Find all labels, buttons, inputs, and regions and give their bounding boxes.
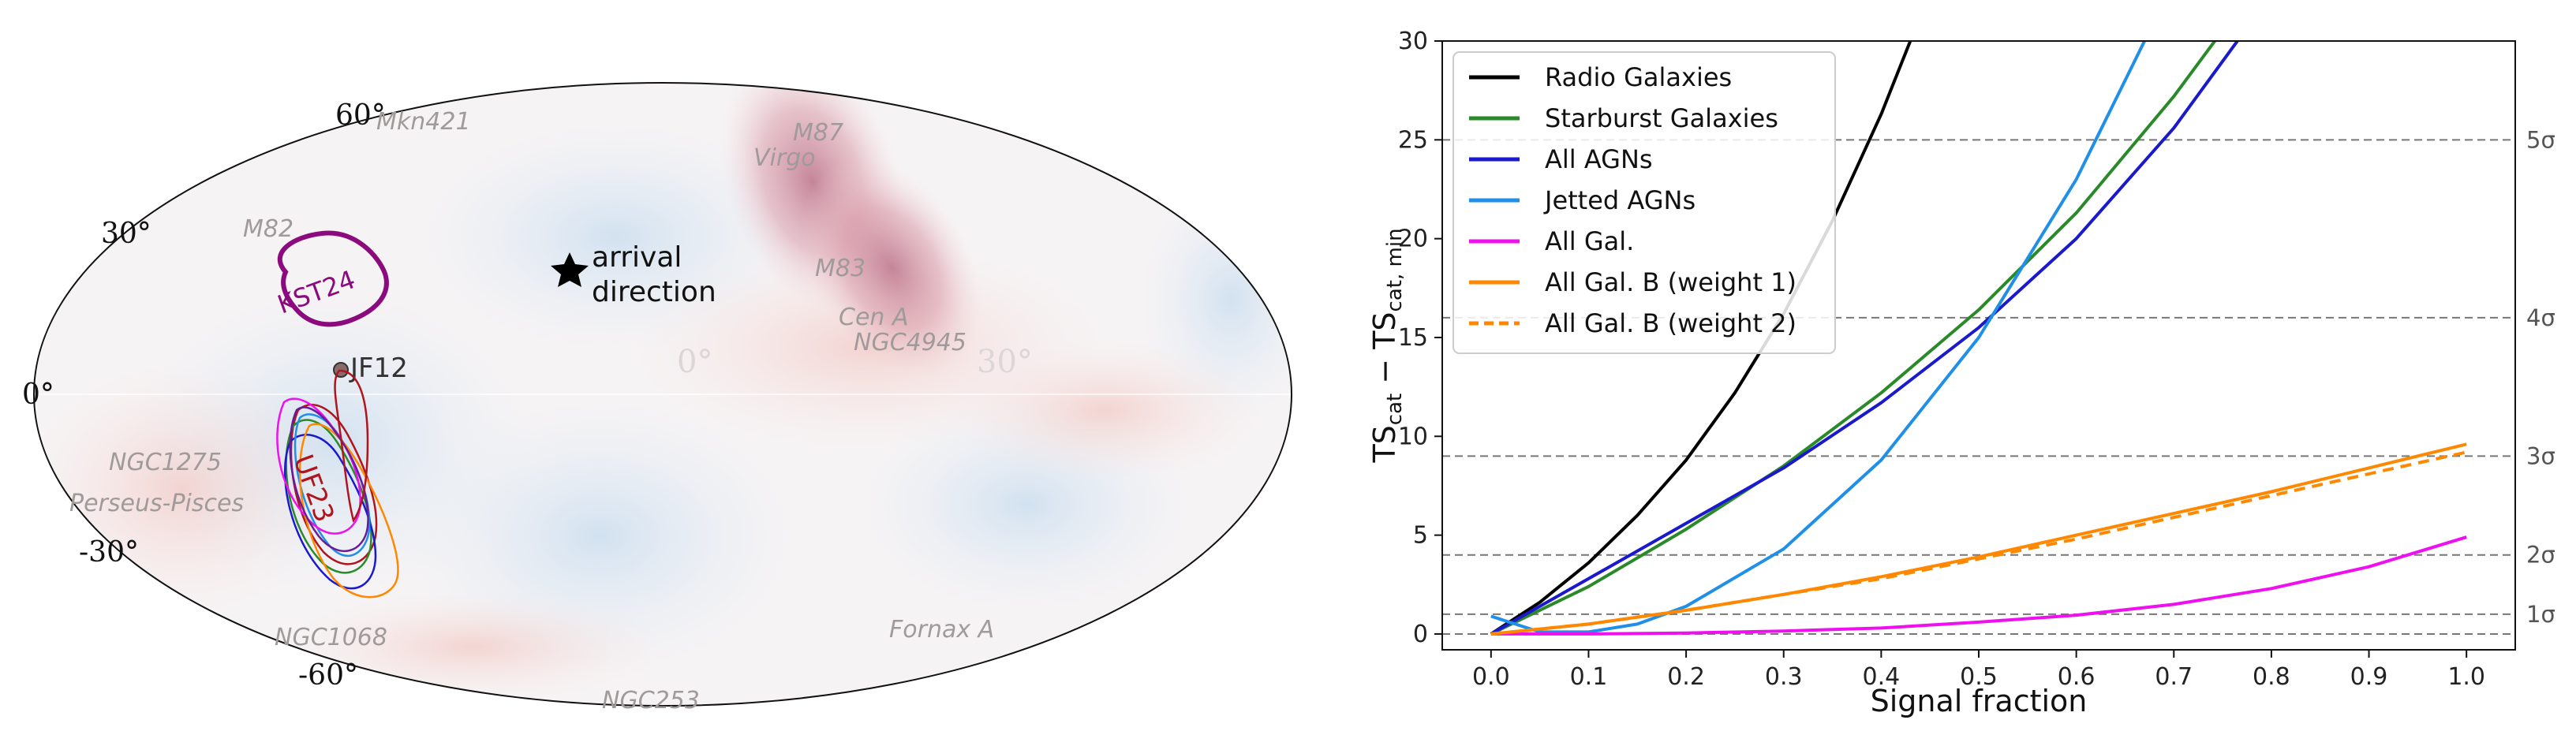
x-axis-ticks: 0.0 0.1 0.2 0.3 0.4 0.5 0.6 0.7 0.8 0.9 1.0	[1472, 650, 2485, 691]
series-line-jetted-agns	[1490, 41, 2147, 634]
source-label-m87: M87	[793, 119, 843, 147]
y-tick-label-3: 15	[1398, 324, 1428, 352]
jf12-label: JF12	[349, 352, 408, 384]
source-label-ngc1068: NGC1068	[275, 624, 387, 651]
legend-label-all-agns: All AGNs	[1545, 144, 1653, 174]
source-label-mkn421: Mkn421	[376, 108, 471, 136]
y-axis-title-sub1: cat	[1383, 394, 1407, 425]
y-axis-title-sub2: cat, min	[1383, 228, 1407, 311]
arrival-direction-star-icon	[551, 252, 589, 287]
x-tick-label-5: 0.5	[1960, 663, 1998, 691]
y-tick-label-6: 30	[1398, 28, 1428, 55]
kst24-contour	[278, 230, 389, 327]
arrival-label-line2: direction	[592, 276, 716, 308]
source-label-m82: M82	[243, 215, 293, 243]
legend-items: Radio Galaxies Starburst Galaxies All AGNs…	[1469, 62, 1796, 338]
y-tick-label-1: 5	[1413, 522, 1428, 550]
x-tick-label-4: 0.4	[1863, 663, 1901, 691]
sigma-label-4: 4σ	[2526, 304, 2555, 331]
sigma-label-1: 1σ	[2526, 601, 2555, 628]
legend-label-all-gal: All Gal.	[1545, 226, 1634, 256]
y-tick-label-2: 10	[1398, 423, 1428, 450]
lat-label-0: 0°	[22, 379, 54, 411]
sigma-label-3: 3σ	[2526, 442, 2555, 469]
faint-lon-label-0: 0°	[677, 344, 712, 380]
source-label-ngc1275: NGC1275	[109, 449, 222, 476]
source-label-ngc253: NGC253	[602, 687, 700, 714]
legend-label-radio-galaxies: Radio Galaxies	[1545, 62, 1732, 92]
skymap-outline	[33, 82, 1292, 707]
y-tick-label-0: 0	[1413, 621, 1428, 648]
series-lines	[1490, 41, 2467, 636]
y-axis-title-main: TS	[1367, 425, 1402, 463]
x-tick-label-7: 0.7	[2155, 663, 2193, 691]
x-tick-label-3: 0.3	[1765, 663, 1803, 691]
source-label-ngc4945: NGC4945	[854, 329, 966, 356]
source-label-m83: M83	[815, 255, 866, 282]
x-tick-label-6: 0.6	[2058, 663, 2096, 691]
x-tick-label-10: 1.0	[2447, 663, 2485, 691]
lat-label-60: 60°	[335, 99, 386, 132]
series-line-radio-galaxies	[1490, 41, 1912, 636]
x-tick-label-8: 0.8	[2253, 663, 2290, 691]
lat-label-30: 30°	[101, 218, 151, 250]
legend-label-jetted-agns: Jetted AGNs	[1543, 185, 1696, 215]
y-tick-label-5: 25	[1398, 126, 1428, 154]
legend-box	[1453, 51, 1836, 354]
arrival-label-line1: arrival	[592, 241, 682, 274]
y-axis-title: TScat − TScat, min	[1367, 228, 1407, 463]
series-line-all-gal-b-weight-1	[1490, 442, 2467, 636]
x-tick-label-2: 0.2	[1667, 663, 1705, 691]
x-tick-label-0: 0.0	[1472, 663, 1510, 691]
skymap-panel: 60° 30° 0° -30° -60° 0° 30° Mkn421 M87 V…	[22, 82, 1292, 714]
lat-label-minus60: -60°	[298, 659, 358, 692]
y-axis-title-mid: − TS	[1367, 311, 1402, 393]
series-line-all-gal	[1490, 535, 2467, 636]
source-label-virgo: Virgo	[753, 144, 816, 172]
legend-label-all-gal-b-weight-1: All Gal. B (weight 1)	[1545, 267, 1796, 297]
source-label-perseus-pisces: Perseus-Pisces	[69, 490, 244, 517]
x-axis-title: Signal fraction	[1871, 684, 2088, 718]
source-label-cen-a: Cen A	[839, 304, 908, 331]
legend-label-all-gal-b-weight-2: All Gal. B (weight 2)	[1545, 308, 1796, 338]
series-line-all-agns	[1490, 41, 2240, 636]
legend-label-starburst-galaxies: Starburst Galaxies	[1545, 103, 1778, 133]
legend: Radio Galaxies Starburst Galaxies All AGNs…	[1453, 51, 1836, 354]
x-tick-label-9: 0.9	[2350, 663, 2388, 691]
y-tick-label-4: 20	[1398, 226, 1428, 253]
faint-lon-label-30: 30°	[977, 344, 1033, 380]
y-axis-ticks: 0 5 10 15 20 25 30	[1398, 28, 1442, 648]
x-tick-label-1: 0.1	[1570, 663, 1608, 691]
sigma-label-2: 2σ	[2526, 542, 2555, 569]
series-line-all-gal-b-weight-2	[1490, 450, 2467, 636]
sigma-labels: 1σ 2σ 3σ 4σ 5σ	[2526, 126, 2555, 628]
series-line-starburst-galaxies	[1490, 41, 2217, 636]
sigma-label-5: 5σ	[2526, 126, 2555, 153]
uf23-contours	[276, 369, 399, 599]
lat-label-minus30: -30°	[79, 536, 139, 569]
source-label-fornax-a: Fornax A	[889, 616, 994, 643]
